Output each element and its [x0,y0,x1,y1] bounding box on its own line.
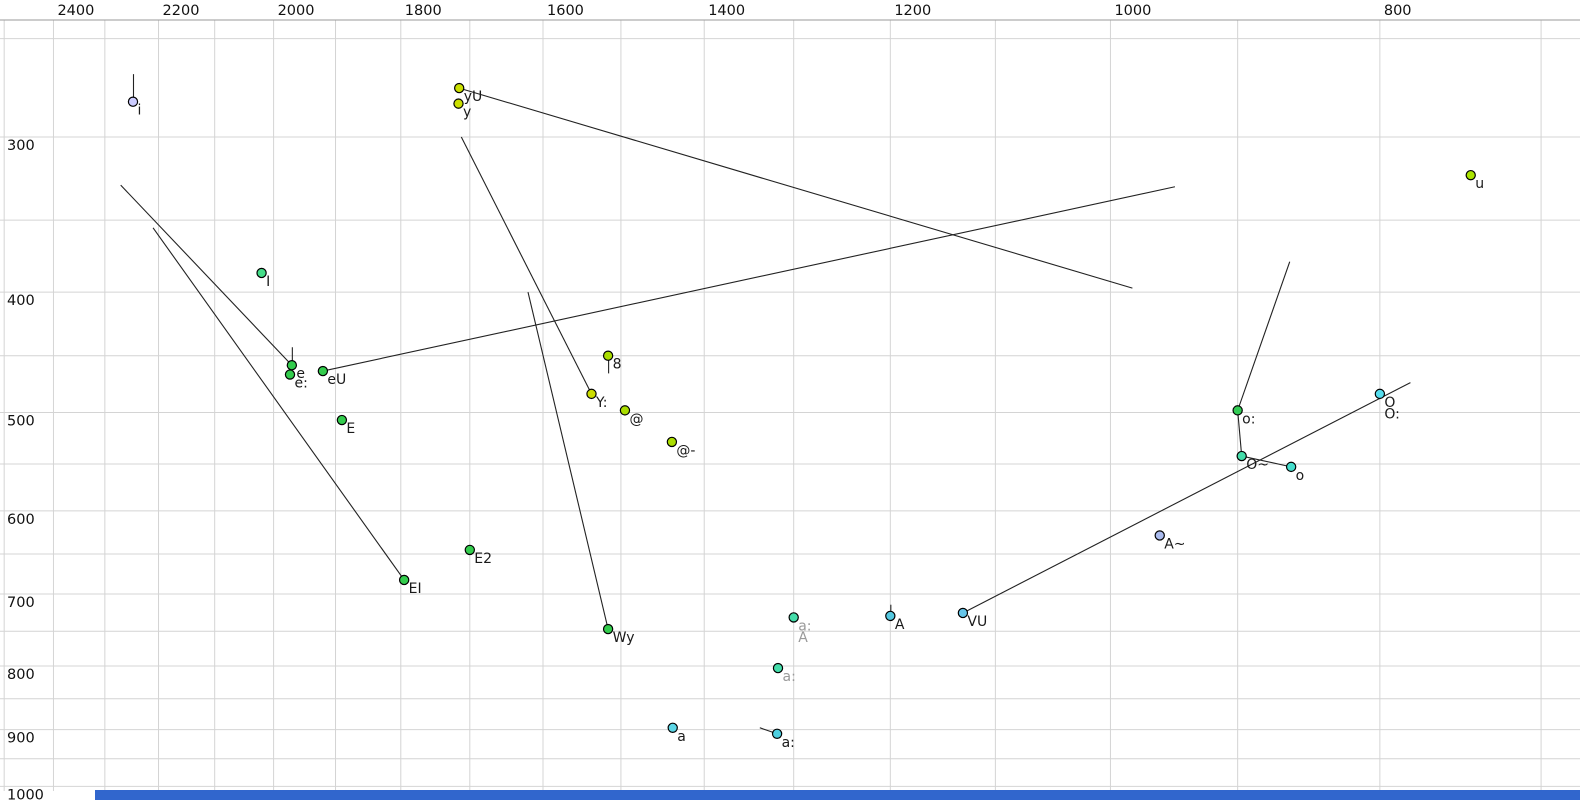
vowel-label: A [798,630,808,646]
vowel-point [885,610,896,622]
vowel-trajectory-line [322,186,1176,372]
vowel-point [619,405,631,416]
vowel-point [602,623,614,635]
vowel-point [398,574,410,586]
vowel-label: a [677,729,686,745]
x-axis-tick-label: 2400 [57,3,94,19]
vowel-trajectory-line [1237,261,1291,411]
vowel-point [317,365,329,377]
vowel-label: u [1475,176,1484,192]
vowel-label: i [137,103,141,119]
x-axis-tick-label: 2000 [278,3,315,19]
x-axis-tick-label: 1200 [894,3,931,19]
vowel-point [286,360,298,371]
vowel-label: @ [629,411,643,427]
vowel-label: a: [782,735,795,751]
vowel-label: EI [409,581,422,597]
vowel-trajectory-line [459,87,1133,289]
vowel-trajectory-line [1237,410,1243,457]
vowel-point [1285,461,1297,473]
y-axis-tick-label: 700 [7,595,35,611]
vowel-point [464,544,476,556]
vowel-point [772,662,784,674]
vowel-trajectory-line [460,136,592,395]
vowel-point [127,96,139,107]
vowel-label: yU [464,89,483,105]
vowel-point [788,612,799,623]
x-axis-tick-label: 1600 [547,3,584,19]
vowel-point [667,722,678,733]
vowel-point [453,98,464,109]
vowel-label: O~ [1246,457,1269,473]
vowel-point [1232,405,1243,416]
y-axis-tick-label: 1000 [7,787,44,800]
vowel-point [586,388,597,400]
vowel-label: @- [676,443,695,459]
vowel-trajectory-line [962,382,1411,614]
x-axis-tick-label: 1400 [708,3,745,19]
vowel-label: A [895,617,905,633]
vowel-label: e [296,366,305,382]
y-axis-tick-label: 300 [7,138,35,154]
vowel-label: o [1296,468,1305,484]
vowel-label: VU [967,614,987,630]
vowel-label: a: [783,669,796,685]
vowel-label: 8 [613,357,622,373]
vowel-label: O [1384,395,1395,411]
y-axis-tick-label: 400 [7,293,35,309]
vowel-label: y [463,105,471,121]
vowel-label: I [266,274,270,290]
vowel-point [284,369,296,380]
vowel-label: E [346,421,355,437]
y-axis-tick-label: 500 [7,414,35,430]
vowel-label: Y: [595,395,607,411]
vowel-point [666,436,678,448]
vowel-point [1236,450,1247,462]
vowel-label: a: [798,618,811,634]
x-axis-tick-label: 1800 [405,3,442,19]
vowel-label: o: [1242,411,1255,427]
vowel-point [957,607,969,619]
vowel-label: e: [295,376,308,392]
vowel-point [336,414,348,426]
y-axis-tick-label: 600 [7,512,35,528]
x-axis-tick-label: 1000 [1114,3,1151,19]
vowel-trajectory-line [120,184,293,366]
vowel-point [1374,388,1386,400]
y-axis-tick-label: 900 [7,731,35,747]
vowel-trajectory-line [152,227,405,581]
vowel-point [1154,530,1165,541]
x-axis-tick-label: 2200 [163,3,200,19]
vowel-point [256,267,267,279]
bottom-blue-bar[interactable] [95,790,1580,800]
vowel-label: O: [1384,406,1400,422]
vowel-label: Wy [613,630,635,646]
vowel-label: E2 [474,551,492,567]
vowel-label: A~ [1164,536,1185,552]
vowel-trajectory-line [1241,455,1292,468]
y-axis-tick-label: 800 [7,667,35,683]
vowel-point [453,82,465,94]
vowel-point [771,728,783,739]
vowel-point [602,350,614,361]
vowel-trajectory-line [527,292,609,630]
vowel-label: eU [327,372,346,388]
vowel-point [1465,169,1476,181]
x-axis-tick-label: 800 [1384,3,1412,19]
